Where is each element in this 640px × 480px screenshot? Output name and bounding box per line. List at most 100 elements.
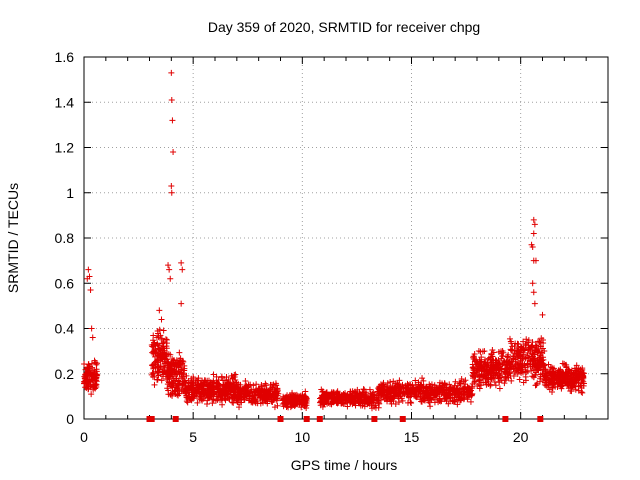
data-point — [567, 387, 574, 394]
data-point — [270, 397, 277, 404]
data-point — [477, 382, 484, 389]
y-tick-label: 1.2 — [55, 140, 75, 156]
data-point — [426, 384, 433, 391]
data-point — [503, 375, 510, 382]
data-point — [90, 381, 97, 388]
data-point — [460, 386, 467, 393]
data-point — [412, 377, 419, 384]
data-point — [167, 275, 174, 282]
data-point — [222, 382, 229, 389]
data-point — [251, 397, 258, 404]
data-point — [290, 394, 297, 401]
data-point — [484, 376, 491, 383]
data-point — [427, 403, 434, 410]
gap-marker — [277, 416, 284, 422]
x-tick-label: 15 — [404, 429, 420, 445]
data-point — [550, 373, 557, 380]
data-point — [302, 393, 309, 400]
data-point — [330, 398, 337, 405]
data-point — [529, 280, 536, 287]
data-point — [320, 401, 327, 408]
data-point — [461, 392, 468, 399]
data-point — [341, 391, 348, 398]
data-point — [530, 257, 537, 264]
data-point — [372, 404, 379, 411]
data-point — [338, 400, 345, 407]
data-point — [235, 391, 242, 398]
gap-markers — [146, 416, 544, 422]
data-point — [511, 343, 518, 350]
data-point — [541, 373, 548, 380]
data-point — [164, 381, 171, 388]
y-tick-label: 0.4 — [55, 321, 75, 337]
data-point — [229, 394, 236, 401]
data-point — [153, 334, 160, 341]
data-point — [364, 401, 371, 408]
data-point — [492, 363, 499, 370]
data-point — [166, 266, 173, 273]
data-point — [531, 300, 538, 307]
data-point — [250, 382, 257, 389]
data-point — [268, 382, 275, 389]
data-point — [165, 262, 172, 269]
data-point — [88, 325, 95, 332]
data-point — [85, 266, 92, 273]
data-point — [392, 380, 399, 387]
data-point — [425, 389, 432, 396]
data-point — [270, 392, 277, 399]
data-point — [470, 353, 477, 360]
data-point — [180, 373, 187, 380]
data-point — [168, 189, 175, 196]
data-point — [171, 367, 178, 374]
x-tick-label: 0 — [80, 429, 88, 445]
data-point — [435, 399, 442, 406]
data-point — [211, 388, 218, 395]
data-point — [226, 381, 233, 388]
data-point — [181, 367, 188, 374]
data-point — [382, 389, 389, 396]
data-point — [415, 389, 422, 396]
data-point — [501, 380, 508, 387]
data-point — [558, 385, 565, 392]
data-point — [531, 348, 538, 355]
data-point — [165, 374, 172, 381]
data-point — [272, 380, 279, 387]
data-point — [539, 311, 546, 318]
gap-marker — [371, 416, 378, 422]
data-point — [404, 387, 411, 394]
data-point — [541, 381, 548, 388]
data-point — [531, 366, 538, 373]
data-point — [499, 353, 506, 360]
data-point — [175, 392, 182, 399]
data-point — [195, 381, 202, 388]
data-point — [154, 376, 161, 383]
data-point — [160, 345, 167, 352]
gap-marker — [316, 416, 323, 422]
data-point — [436, 383, 443, 390]
data-point — [360, 386, 367, 393]
data-point — [507, 338, 514, 345]
data-point — [94, 372, 101, 379]
data-point — [530, 374, 537, 381]
data-point — [164, 359, 171, 366]
data-point — [243, 388, 250, 395]
data-point — [176, 380, 183, 387]
data-point — [85, 383, 92, 390]
data-point — [172, 387, 179, 394]
data-point — [150, 341, 157, 348]
data-point — [174, 391, 181, 398]
data-point — [572, 386, 579, 393]
data-point — [487, 369, 494, 376]
gap-marker — [502, 416, 509, 422]
data-point — [157, 363, 164, 370]
data-point — [189, 394, 196, 401]
data-point — [408, 390, 415, 397]
data-point — [557, 366, 564, 373]
data-point — [393, 385, 400, 392]
data-point — [502, 362, 509, 369]
data-point — [324, 393, 331, 400]
data-point — [179, 266, 186, 273]
data-point — [467, 398, 474, 405]
x-axis-label: GPS time / hours — [291, 457, 398, 473]
data-point — [273, 395, 280, 402]
